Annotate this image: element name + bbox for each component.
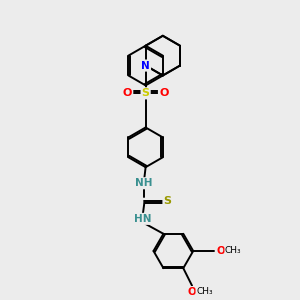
Text: O: O [217,246,225,256]
Text: HN: HN [134,214,152,224]
Text: S: S [142,88,150,98]
Text: O: O [123,88,132,98]
Text: S: S [164,196,172,206]
Text: NH: NH [135,178,153,188]
Text: CH₃: CH₃ [196,287,213,296]
Text: O: O [188,286,197,296]
Text: O: O [159,88,168,98]
Text: N: N [141,61,150,70]
Text: CH₃: CH₃ [225,247,242,256]
